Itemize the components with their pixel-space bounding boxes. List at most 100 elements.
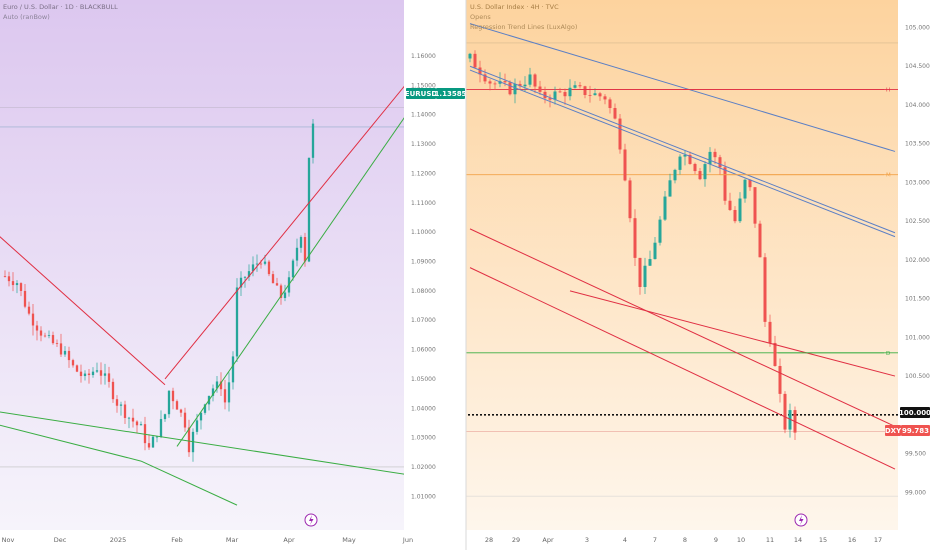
trendline-red-4[interactable] (469, 267, 896, 470)
right-time-axis[interactable]: 28 29 Apr 3 4 7 8 9 10 11 14 15 16 17 (485, 536, 882, 544)
r-y-tick-12: 99.000 (905, 489, 926, 496)
dxy-price-label: 99.783 (902, 427, 929, 435)
candle-body (573, 85, 577, 88)
candle-body (753, 187, 757, 224)
right-event-lightning-icon[interactable] (794, 513, 808, 527)
candle-body (19, 283, 23, 291)
right-candles (468, 50, 797, 440)
l-x-tick-3: Feb (171, 536, 183, 544)
right-session-markers: H M D (572, 87, 891, 357)
candle-body (59, 343, 63, 355)
candle-body (723, 167, 727, 201)
right-price-badge: DXY 99.783 (885, 425, 930, 436)
candle-body (99, 370, 103, 376)
left-event-lightning-icon[interactable] (304, 513, 318, 527)
candle-body (35, 325, 39, 331)
candle-body (291, 260, 295, 278)
l-y-tick-4: 1.13000 (411, 141, 436, 148)
r-x-tick-8: 10 (737, 536, 745, 544)
l-y-tick-3: 1.14000 (411, 112, 436, 119)
left-price-axis[interactable]: 1.18000 1.16000 1.15000 1.14000 1.13000 1.120… (411, 0, 436, 500)
candle-body (187, 427, 191, 453)
candle-body (23, 290, 27, 307)
trendline-green-5[interactable] (140, 460, 238, 506)
candle-body (39, 330, 43, 336)
trendline-green-4[interactable] (0, 421, 142, 462)
candle-body (247, 271, 251, 277)
candle-body (235, 287, 239, 357)
candle-body (768, 321, 772, 343)
candle-body (79, 371, 83, 377)
candle-body (568, 87, 572, 97)
candle-body (763, 257, 767, 322)
candle-body (51, 335, 55, 344)
candle-body (528, 74, 532, 85)
candle-body (698, 171, 702, 180)
r-y-tick-9: 100.500 (905, 373, 930, 380)
candle-body (7, 276, 11, 282)
candle-body (788, 410, 792, 430)
candle-body (578, 85, 582, 87)
r-x-tick-0: 28 (485, 536, 493, 544)
candle-body (147, 443, 151, 448)
l-x-tick-6: May (342, 536, 356, 544)
candle-body (548, 98, 552, 100)
r-x-tick-3: 3 (585, 536, 589, 544)
candle-body (688, 154, 692, 164)
candle-body (643, 265, 647, 287)
candle-body (151, 436, 155, 448)
candle-body (71, 360, 75, 366)
l-x-tick-7: Jun (402, 536, 413, 544)
candle-body (255, 263, 259, 265)
candle-body (683, 154, 687, 157)
candle-body (468, 53, 472, 59)
trendline-blue-0[interactable] (469, 23, 896, 152)
r-x-tick-6: 8 (683, 536, 687, 544)
left-indicator-label: Auto (ranBow) (3, 13, 50, 21)
trendline-red-3[interactable] (469, 228, 896, 427)
trendline-green-2[interactable] (176, 47, 453, 447)
candle-body (603, 96, 607, 100)
candle-body (15, 283, 19, 286)
r-y-tick-3: 103.500 (905, 141, 930, 148)
candle-body (563, 92, 567, 97)
r-y-tick-11: 99.500 (905, 451, 926, 458)
left-time-axis[interactable]: Nov Dec 2025 Feb Mar Apr May Jun (2, 536, 413, 544)
candle-body (608, 99, 612, 109)
r-x-tick-13: 17 (874, 536, 882, 544)
candle-body (279, 285, 283, 299)
trendline-blue-1[interactable] (469, 65, 896, 234)
candle-body (638, 257, 642, 287)
candle-body (27, 306, 31, 314)
candle-body (263, 261, 267, 264)
eurusd-symbol-badge (406, 88, 436, 99)
session-marker-H: H (886, 87, 890, 93)
eurusd-price-label: 1.13585 (435, 90, 467, 98)
candle-body (43, 335, 47, 337)
candle-body (123, 404, 127, 418)
candle-body (713, 151, 717, 158)
r-y-tick-0: 105.000 (905, 24, 930, 31)
candle-body (633, 218, 637, 258)
r-y-tick-6: 102.000 (905, 257, 930, 264)
candle-body (748, 179, 752, 188)
trendline-red-1[interactable] (164, 27, 453, 380)
candle-body (127, 417, 131, 419)
candle-body (653, 242, 657, 260)
candle-body (668, 180, 672, 197)
candle-body (199, 412, 203, 421)
r-y-tick-2: 104.000 (905, 102, 930, 109)
trendline-blue-2[interactable] (469, 69, 896, 238)
candle-body (131, 417, 135, 422)
trendline-red-0[interactable] (0, 223, 166, 386)
trendline-red-5[interactable] (569, 290, 896, 377)
candle-body (708, 151, 712, 165)
candle-body (107, 373, 111, 382)
candle-body (223, 389, 227, 403)
trendline-green-3[interactable] (0, 410, 453, 482)
r-x-tick-2: Apr (542, 536, 554, 544)
candle-body (143, 424, 147, 444)
candle-body (115, 399, 119, 406)
candle-body (728, 200, 732, 210)
